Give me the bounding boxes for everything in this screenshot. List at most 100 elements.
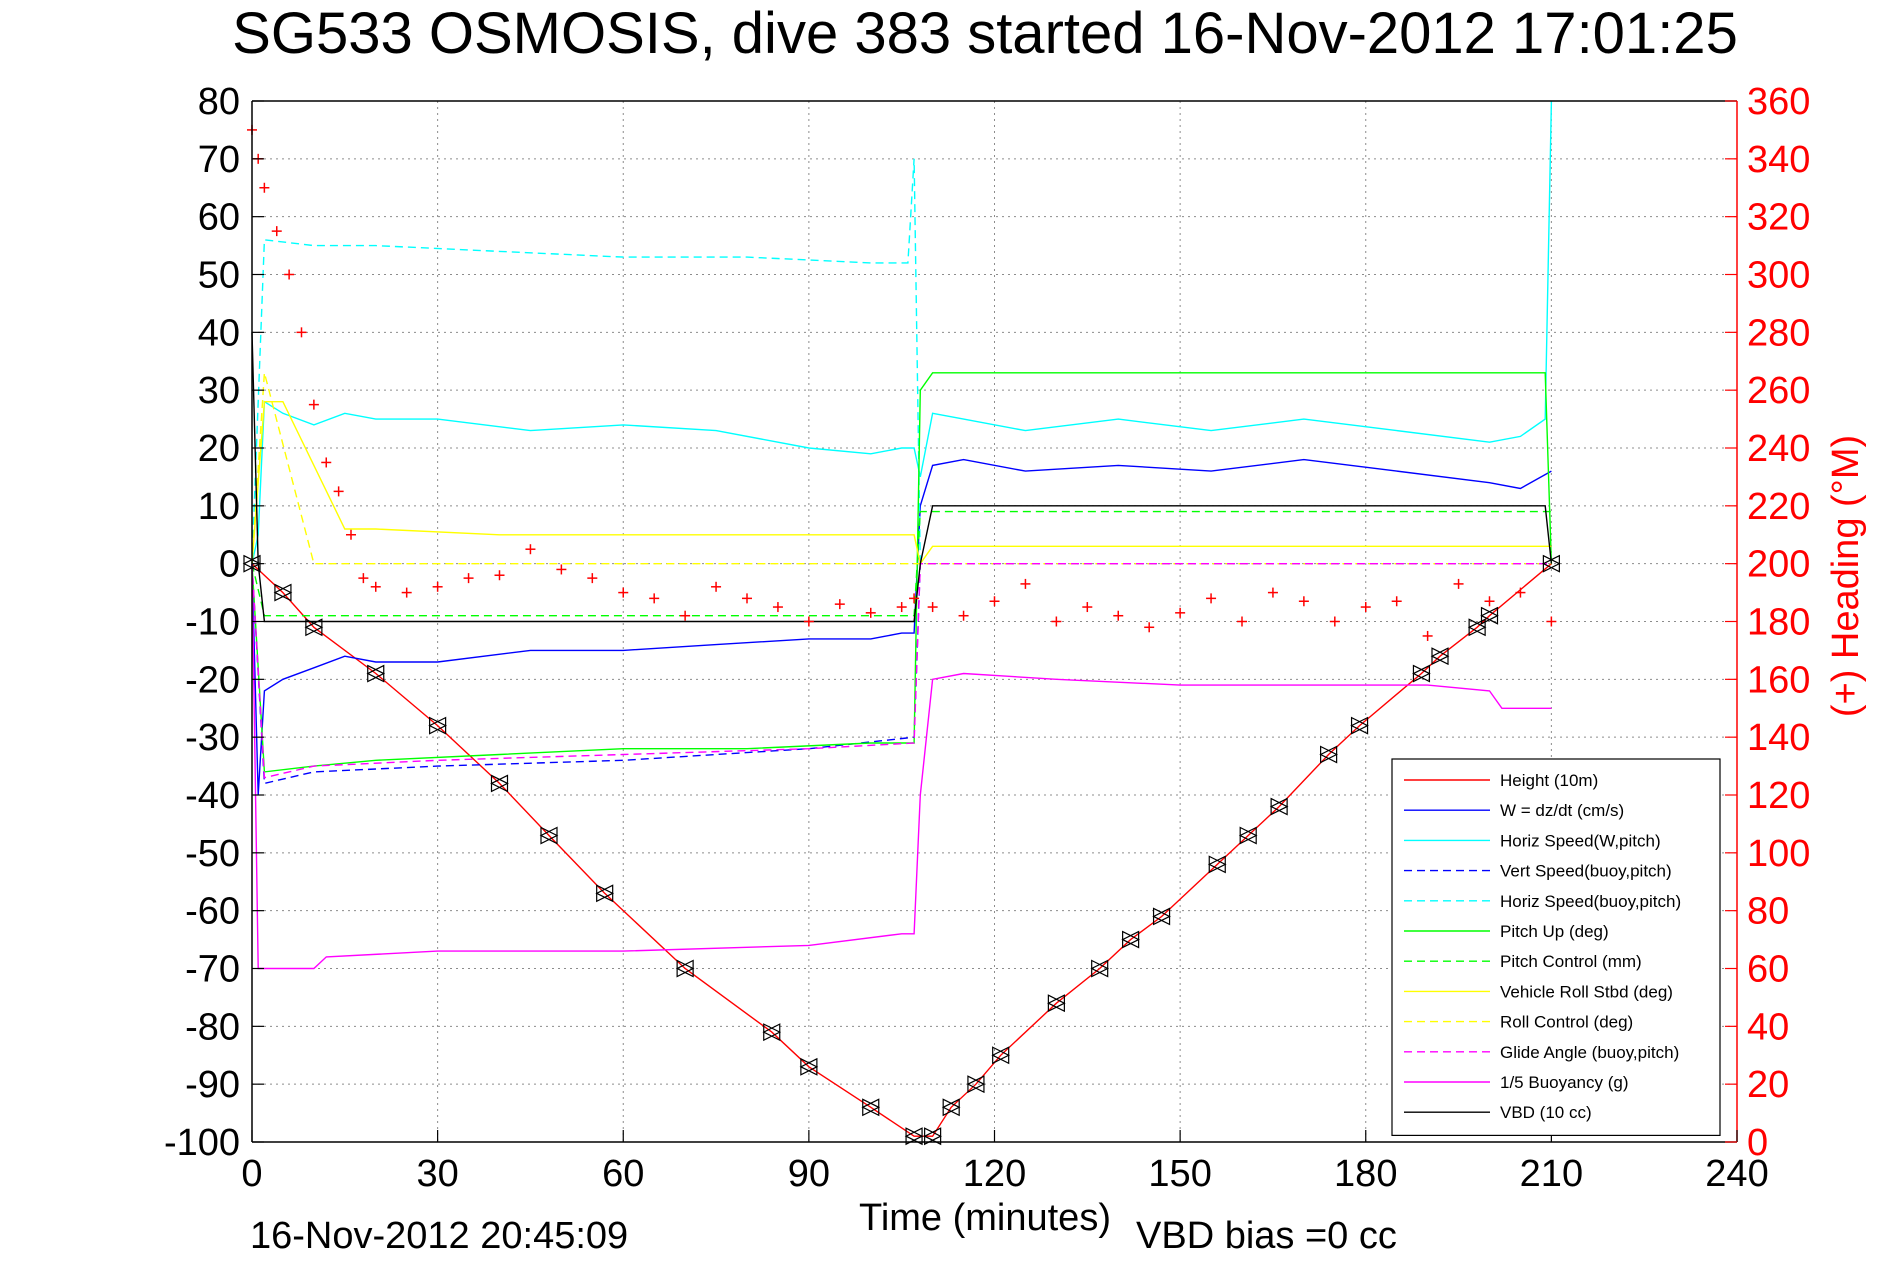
heading-markers [247,124,1557,641]
y-right-tick-label: 40 [1747,1006,1789,1048]
depth-marker-left [1319,745,1338,764]
depth-marker-left [923,1127,942,1146]
y-tick-label: 0 [219,544,240,586]
depth-marker-left [539,826,558,845]
y-right-tick-label: 180 [1747,602,1810,644]
depth-marker-left [675,959,694,978]
depth-marker-left [490,774,509,793]
y-tick-label: 70 [198,139,240,181]
y-right-tick-label: 60 [1747,949,1789,991]
depth-marker-left [1121,930,1140,949]
y-right-tick-label: 80 [1747,891,1789,933]
y-tick-label: 10 [198,486,240,528]
depth-marker-left [1152,907,1171,926]
depth-marker-left [1480,606,1499,625]
series-line [251,563,1552,785]
y-right-tick-label: 20 [1747,1064,1789,1106]
series-line [251,332,1553,623]
y-right-tick-label: 340 [1747,139,1810,181]
y-tick-label: -90 [185,1064,240,1106]
y-tick-label: -50 [185,833,240,875]
series-line [251,401,1552,566]
chart-title: SG533 OSMOSIS, dive 383 started 16-Nov-2… [232,1,1738,66]
legend-entry: VBD (10 cc) [1500,1103,1592,1122]
depth-marker-left [1238,826,1257,845]
x-tick-label: 180 [1334,1153,1397,1195]
y-tick-label: 40 [198,312,240,354]
x-tick-label: 150 [1148,1153,1211,1195]
depth-marker-left [428,716,447,735]
y-tick-label: 30 [198,370,240,412]
y-tick-label: 60 [198,197,240,239]
depth-marker-left [762,1023,781,1042]
depth-marker-left [595,884,614,903]
depth-marker-left [799,1057,818,1076]
y-right-tick-label: 280 [1747,312,1810,354]
depth-marker-left [1090,959,1109,978]
y-tick-label: -70 [185,949,240,991]
depth-marker-left [1350,716,1369,735]
y-tick-label: -40 [185,775,240,817]
series-line [251,563,1552,1137]
legend-entry: 1/5 Buoyancy (g) [1500,1073,1629,1092]
series-line [251,100,1553,564]
series-line [251,158,921,564]
depth-marker-left [991,1046,1010,1065]
x-tick-label: 30 [416,1153,458,1195]
x-tick-label: 0 [241,1153,262,1195]
depth-marker-left [1467,618,1486,637]
depth-marker-left [941,1098,960,1117]
y-tick-label: -10 [185,602,240,644]
x-axis-label: Time (minutes) [859,1197,1111,1239]
y-tick-label: -100 [164,1122,240,1164]
y-right-tick-label: 320 [1747,197,1810,239]
series-layer [251,100,1553,1137]
y-tick-label: -80 [185,1006,240,1048]
depth-marker-left [304,618,323,637]
legend-entry: Horiz Speed(W,pitch) [1500,831,1661,850]
legend-entry: Vehicle Roll Stbd (deg) [1500,982,1673,1001]
legend-entry: Horiz Speed(buoy,pitch) [1500,892,1681,911]
legend-entry: W = dz/dt (cm/s) [1500,801,1624,820]
legend-entry: Vert Speed(buoy,pitch) [1500,862,1672,881]
y-right-tick-label: 220 [1747,486,1810,528]
axes [251,100,1738,1143]
depth-marker-left [1269,797,1288,816]
depth-marker-left [1047,994,1065,1013]
y-tick-label: 20 [198,428,240,470]
y-axis-label-right: (+) Heading (°M) [1825,435,1867,717]
x-tick-label: 240 [1705,1153,1768,1195]
y-right-tick-label: 100 [1747,833,1810,875]
y-tick-label: -60 [185,891,240,933]
y-right-tick-label: 300 [1747,255,1810,297]
y-right-tick-label: 120 [1747,775,1810,817]
legend-entry: Glide Angle (buoy,pitch) [1500,1043,1679,1062]
y-right-tick-label: 240 [1747,428,1810,470]
depth-marker-left [273,583,292,602]
y-right-tick-label: 160 [1747,659,1810,701]
footer-vbd-bias: VBD bias =0 cc [1136,1215,1397,1257]
depth-marker-left [861,1098,880,1117]
legend-entry: Height (10m) [1500,771,1598,790]
legend-entry: Pitch Control (mm) [1500,952,1642,971]
legend: Height (10m) W = dz/dt (cm/s) Horiz Speed(… [1391,758,1721,1136]
y-right-tick-label: 140 [1747,717,1810,759]
footer-timestamp: 16-Nov-2012 20:45:09 [250,1215,628,1257]
x-tick-label: 210 [1520,1153,1583,1195]
depth-marker-left [366,664,385,683]
series-line [251,563,1552,779]
series-line [251,563,1552,970]
tick-labels: 0 30 60 90 120 150 180 210 24080706050403020100-… [164,81,1810,1195]
depth-marker-left [966,1075,985,1094]
y-right-tick-label: 360 [1747,81,1810,123]
y-right-tick-label: 0 [1747,1122,1768,1164]
legend-entry: Roll Control (deg) [1500,1013,1633,1032]
depth-marker-left [1412,664,1431,683]
depth-markers [242,554,1561,1146]
legend-box [1391,758,1721,1136]
y-right-tick-label: 200 [1747,544,1810,586]
y-right-tick-label: 260 [1747,370,1810,412]
depth-marker-left [904,1127,923,1146]
series-line [251,458,1552,796]
